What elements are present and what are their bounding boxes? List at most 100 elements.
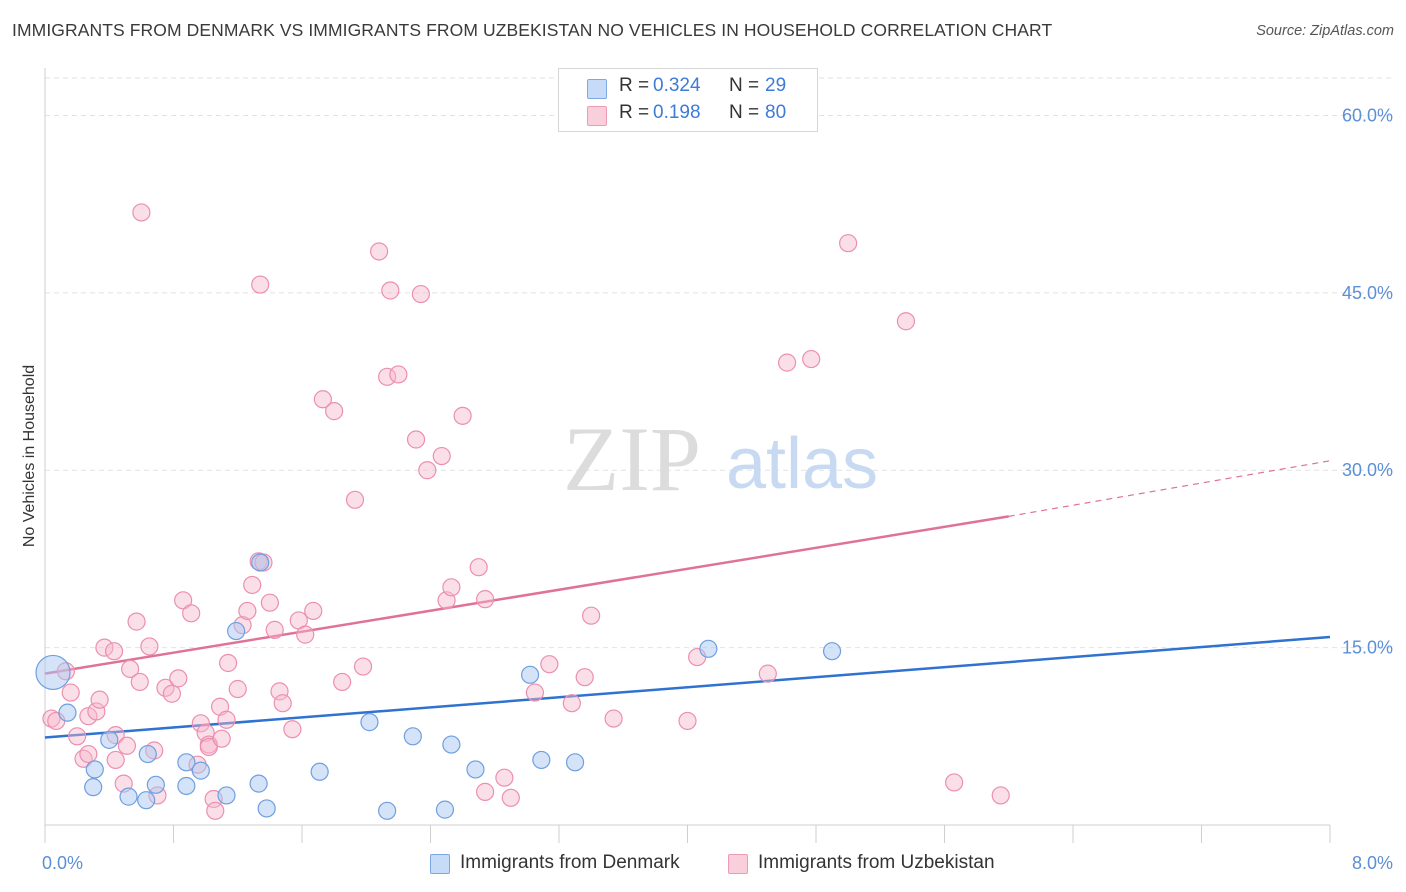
trend-line-uzbekistan-extension — [1008, 460, 1331, 517]
denmark-point — [100, 730, 119, 749]
uzbekistan-point — [162, 684, 181, 703]
uzbekistan-point — [273, 694, 292, 713]
trend-line-uzbekistan — [44, 515, 1009, 675]
denmark-point — [227, 621, 246, 641]
legend-n-value: 80 — [765, 102, 787, 123]
uzbekistan-point — [212, 729, 231, 748]
uzbekistan-point — [127, 612, 146, 631]
uzbekistan-point — [132, 203, 151, 222]
denmark-point — [146, 775, 165, 794]
denmark-point — [520, 665, 540, 684]
denmark-point — [257, 799, 276, 818]
gridlines — [45, 77, 1392, 649]
uzbekistan-point — [525, 683, 545, 702]
tick-labels: 15.0% 30.0% 45.0% 60.0% 0.0% 8.0% — [42, 105, 1393, 873]
uzbekistan-point — [432, 446, 451, 466]
bottom-legend-swatch-uzbekistan — [728, 854, 748, 874]
y-tick-label: 15.0% — [1342, 638, 1393, 658]
source-credit: Source: ZipAtlas.com — [1256, 23, 1394, 39]
legend-n-value: 29 — [765, 75, 787, 96]
chart-title: IMMIGRANTS FROM DENMARK VS IMMIGRANTS FR… — [12, 20, 1053, 40]
denmark-point — [177, 776, 196, 796]
denmark-point — [403, 727, 422, 746]
uzbekistan-point — [79, 744, 98, 764]
uzbekistan-point — [575, 668, 594, 687]
uzbekistan-point — [313, 390, 332, 409]
uzbekistan-point — [476, 590, 495, 609]
y-tick-label: 60.0% — [1342, 105, 1393, 125]
legend-r-label: R = — [619, 75, 650, 96]
uzbekistan-point — [839, 234, 858, 253]
uzbekistan-point — [106, 750, 125, 770]
denmark-point — [137, 791, 156, 810]
uzbekistan-point — [251, 275, 270, 294]
legend-swatch-denmark — [587, 79, 607, 99]
uzbekistan-point — [325, 402, 344, 421]
bottom-legend-label-denmark: Immigrants from Denmark — [460, 852, 680, 873]
watermark-atlas: atlas — [726, 424, 878, 504]
uzbekistan-point — [130, 672, 149, 692]
denmark-point — [378, 801, 397, 820]
denmark-points — [35, 553, 842, 820]
uzbekistan-point — [777, 353, 797, 372]
uzbekistan-point — [453, 406, 472, 425]
y-tick-label: 30.0% — [1342, 460, 1393, 480]
uzbekistan-point — [501, 788, 520, 807]
uzbekistan-point — [260, 593, 279, 612]
uzbekistan-point — [991, 786, 1010, 805]
trend-line-denmark — [44, 635, 1331, 739]
uzbekistan-point — [495, 768, 514, 787]
uzbekistan-point — [389, 365, 408, 384]
uzbekistan-point — [296, 625, 315, 644]
uzbekistan-point — [219, 653, 238, 673]
denmark-point — [251, 553, 270, 572]
uzbekistan-point — [104, 642, 124, 661]
uzbekistan-point — [182, 604, 201, 623]
uzbekistan-point — [199, 737, 218, 757]
uzbekistan-point — [228, 679, 247, 699]
uzbekistan-point — [802, 349, 821, 369]
denmark-point — [360, 713, 379, 732]
uzbekistan-point — [191, 714, 210, 733]
legend-swatch-uzbekistan — [587, 106, 607, 126]
uzbekistan-point — [117, 736, 137, 755]
uzbekistan-point — [370, 242, 389, 261]
uzbekistan-point — [562, 694, 581, 713]
legend-r-value: 0.198 — [653, 102, 701, 123]
x-tick-label: 8.0% — [1352, 853, 1393, 873]
uzbekistan-point — [604, 709, 623, 728]
denmark-point — [532, 750, 551, 770]
x-tick-label: 0.0% — [42, 853, 83, 873]
denmark-point — [191, 761, 210, 780]
uzbekistan-point — [304, 601, 323, 621]
denmark-point — [84, 778, 103, 797]
denmark-point — [699, 639, 718, 658]
denmark-point — [822, 642, 842, 661]
uzbekistan-point — [678, 711, 697, 731]
denmark-point — [35, 654, 71, 691]
uzbekistan-point — [378, 367, 397, 386]
uzbekistan-point — [758, 664, 777, 683]
denmark-point — [435, 800, 455, 819]
denmark-point — [249, 774, 268, 793]
uzbekistan-point — [406, 430, 426, 449]
watermark-zip: ZIP — [563, 408, 701, 510]
uzbekistan-point — [95, 638, 114, 657]
uzbekistan-point — [238, 601, 257, 621]
uzbekistan-point — [61, 683, 80, 702]
uzbekistan-point — [469, 558, 488, 577]
correlation-legend: R = 0.324 N = 29 R = 0.198 N = 80 — [558, 68, 818, 132]
uzbekistan-point — [345, 490, 365, 509]
denmark-point — [138, 744, 157, 764]
uzbekistan-point — [68, 727, 87, 746]
denmark-point — [58, 703, 77, 722]
uzbekistan-point — [381, 281, 400, 300]
denmark-point — [466, 760, 485, 779]
uzbekistan-point — [418, 461, 437, 480]
uzbekistan-point — [540, 655, 559, 674]
uzbekistan-point — [896, 312, 916, 331]
uzbekistan-point — [196, 723, 215, 742]
legend-n-label: N = — [729, 75, 760, 96]
uzbekistan-point — [90, 690, 109, 709]
